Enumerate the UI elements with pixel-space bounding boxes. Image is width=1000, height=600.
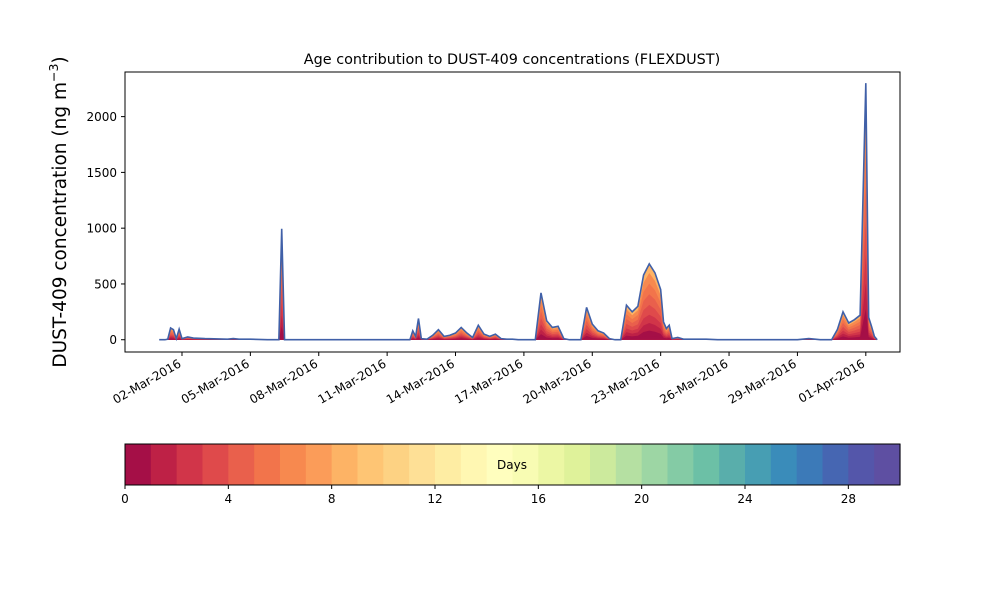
y-axis-label-unit-exponent: −3 <box>46 64 61 82</box>
colorbar-label: Days <box>497 458 527 472</box>
colorbar-cell <box>305 444 333 485</box>
colorbar-cell <box>693 444 720 485</box>
colorbar-cell <box>435 444 462 485</box>
colorbar-cell <box>822 444 849 485</box>
y-tick-label: 2000 <box>86 110 117 124</box>
colorbar-cell <box>409 444 436 485</box>
colorbar-cell <box>150 444 178 485</box>
plot-frame <box>124 71 901 353</box>
x-axis-ticks: 02-Mar-201605-Mar-201608-Mar-201611-Mar-… <box>110 352 867 407</box>
age-layer-area <box>159 83 878 340</box>
age-contribution-areas <box>159 83 878 340</box>
x-tick-label: 08-Mar-2016 <box>247 356 320 406</box>
y-axis-label: DUST-409 concentration (ng m−3) <box>46 56 71 367</box>
colorbar-cell <box>176 444 204 485</box>
colorbar-cell <box>228 444 255 485</box>
age-layer-area <box>159 283 878 340</box>
x-tick-label: 26-Mar-2016 <box>657 356 730 406</box>
colorbar-cell <box>202 444 229 485</box>
chart-title: Age contribution to DUST-409 concentrati… <box>304 52 720 68</box>
age-layer-area <box>159 255 878 340</box>
age-layer-area <box>159 149 878 340</box>
y-tick-label: 1000 <box>86 222 117 236</box>
colorbar-tick-label: 4 <box>225 492 233 506</box>
plot-area <box>124 71 901 353</box>
colorbar-cell <box>719 444 746 485</box>
y-axis-label-main: DUST-409 concentration (ng m <box>50 82 71 368</box>
age-layer-area <box>159 308 878 340</box>
colorbar: Days 0 4 8 12 16 20 24 28 <box>121 443 901 506</box>
colorbar-cell <box>486 444 514 485</box>
x-tick-label: 01-Apr-2016 <box>796 356 867 405</box>
colorbar-cell <box>641 444 669 485</box>
x-tick-label: 29-Mar-2016 <box>726 356 799 406</box>
x-tick-label: 05-Mar-2016 <box>179 356 252 406</box>
colorbar-frame <box>124 443 901 486</box>
colorbar-tick-label: 0 <box>121 492 129 506</box>
y-axis-label-close: ) <box>50 56 71 63</box>
age-layer-area <box>159 113 878 340</box>
colorbar-ticks: 0 4 8 12 16 20 24 28 <box>121 485 856 506</box>
colorbar-tick-label: 16 <box>531 492 546 506</box>
x-tick-label: 02-Mar-2016 <box>110 356 183 406</box>
colorbar-cell <box>331 444 359 485</box>
colorbar-cell <box>667 444 694 485</box>
age-layer-area <box>159 326 878 340</box>
colorbar-cell <box>280 444 307 485</box>
colorbar-cell <box>564 444 591 485</box>
x-tick-label: 20-Mar-2016 <box>521 356 594 406</box>
colorbar-cell <box>383 444 410 485</box>
colorbar-cell <box>254 444 281 485</box>
colorbar-cell <box>125 444 152 485</box>
colorbar-tick-label: 8 <box>328 492 336 506</box>
colorbar-tick-label: 12 <box>427 492 442 506</box>
colorbar-cell <box>512 444 539 485</box>
colorbar-cell <box>538 444 565 485</box>
colorbar-cell <box>796 444 824 485</box>
colorbar-cell <box>615 444 643 485</box>
colorbar-cell <box>460 444 488 485</box>
age-layer-area <box>159 185 878 340</box>
colorbar-cell <box>770 444 798 485</box>
x-tick-label: 17-Mar-2016 <box>452 356 525 406</box>
colorbar-tick-label: 24 <box>737 492 752 506</box>
y-axis-ticks: 0 500 1000 1500 2000 <box>86 110 125 347</box>
colorbar-tick-label: 28 <box>841 492 856 506</box>
colorbar-cells <box>125 444 901 485</box>
y-tick-label: 0 <box>109 333 117 347</box>
colorbar-cell <box>874 444 901 485</box>
colorbar-tick-label: 20 <box>634 492 649 506</box>
colorbar-cell <box>590 444 617 485</box>
total-concentration-line <box>159 83 878 342</box>
colorbar-cell <box>357 444 384 485</box>
y-tick-label: 500 <box>94 277 117 291</box>
x-tick-label: 11-Mar-2016 <box>316 356 389 406</box>
x-tick-label: 14-Mar-2016 <box>384 356 457 406</box>
age-layer-area <box>159 221 878 340</box>
x-tick-label: 23-Mar-2016 <box>589 356 662 406</box>
colorbar-cell <box>745 444 772 485</box>
colorbar-cell <box>848 444 875 485</box>
y-tick-label: 1500 <box>86 166 117 180</box>
